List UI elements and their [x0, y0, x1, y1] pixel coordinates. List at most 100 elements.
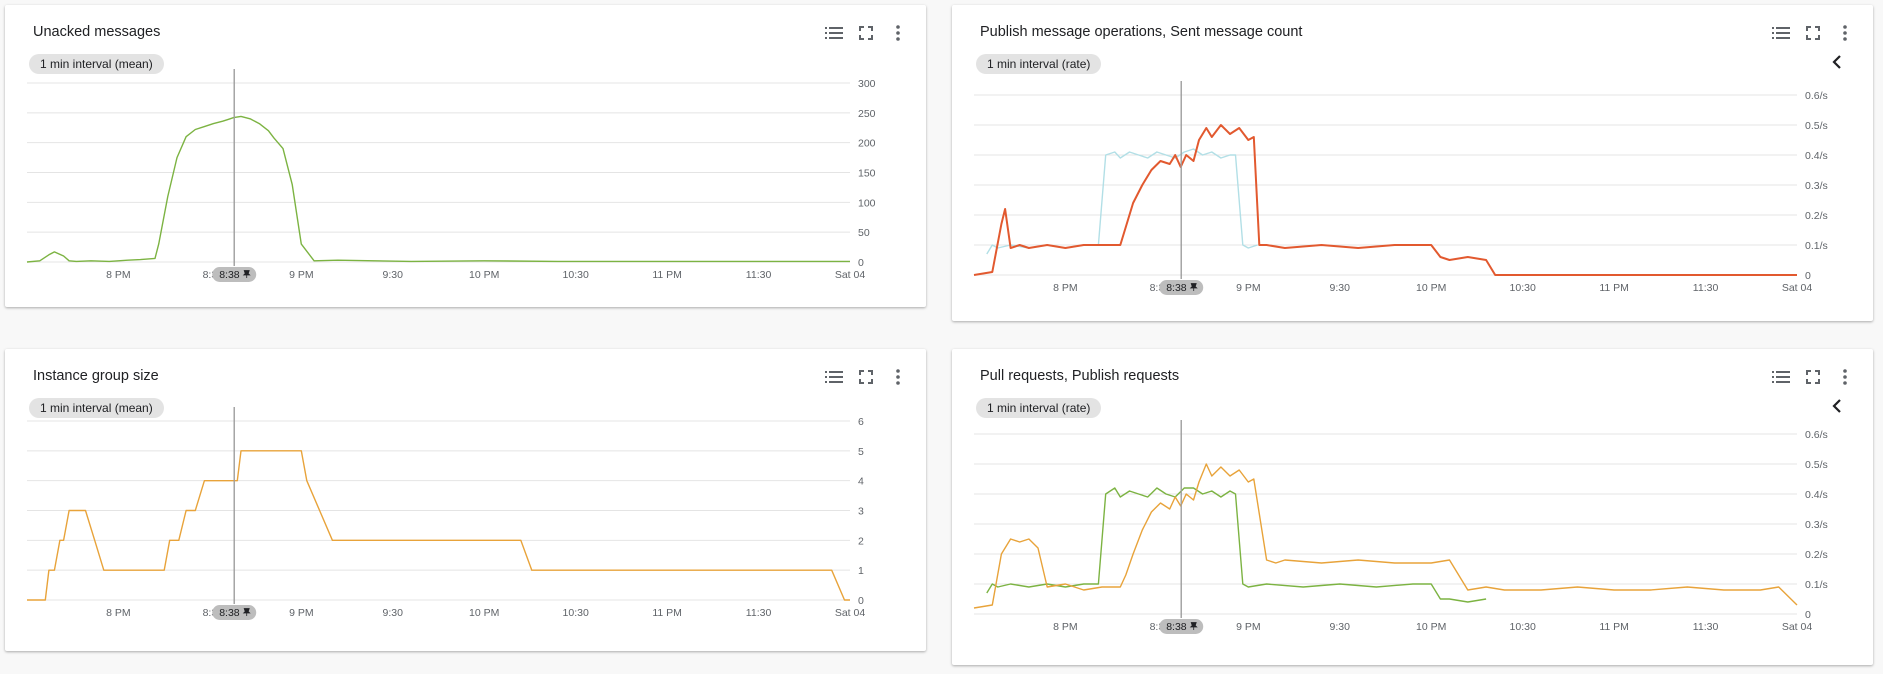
- y-tick-label: 1: [858, 565, 864, 577]
- x-tick-label: 10:30: [1510, 282, 1536, 294]
- x-tick-label: 11:30: [1693, 621, 1719, 633]
- chevron-left-icon[interactable]: [1827, 52, 1847, 72]
- interval-chip[interactable]: 1 min interval (rate): [976, 398, 1102, 418]
- chart-card-unacked-messages: Unacked messages 1 min interval (mean) 0…: [5, 5, 926, 307]
- x-tick-label: 10:30: [563, 607, 589, 619]
- x-tick-label: 8 PM: [106, 607, 131, 619]
- y-tick-label: 0.3/s: [1805, 519, 1828, 531]
- x-tick-label: 9:30: [1330, 621, 1351, 633]
- cursor-time-label: 8:38: [1166, 282, 1187, 294]
- fullscreen-icon[interactable]: [854, 365, 878, 389]
- y-tick-label: 250: [858, 108, 876, 120]
- y-tick-label: 4: [858, 476, 864, 488]
- cursor-pin-label[interactable]: 8:38: [212, 605, 257, 620]
- cursor-pin-label[interactable]: 8:38: [212, 267, 257, 282]
- pin-icon: [1189, 283, 1198, 291]
- chart-card-pull-publish-requests: Pull requests, Publish requests 1 min in…: [952, 349, 1873, 665]
- y-tick-label: 0.6/s: [1805, 429, 1828, 441]
- interval-chip[interactable]: 1 min interval (mean): [29, 54, 164, 74]
- y-tick-label: 0.5/s: [1805, 459, 1828, 471]
- pin-icon: [242, 270, 251, 278]
- card-title: Unacked messages: [33, 24, 161, 40]
- legend-list-icon[interactable]: [1769, 21, 1793, 45]
- y-tick-label: 0.2/s: [1805, 549, 1828, 561]
- x-tick-label: 10 PM: [1416, 621, 1446, 633]
- cursor-time-label: 8:38: [1166, 621, 1187, 633]
- y-tick-label: 0.1/s: [1805, 240, 1828, 252]
- cursor-time-label: 8:38: [219, 607, 240, 619]
- x-tick-label: 11:30: [746, 607, 772, 619]
- x-tick-label: 9:30: [383, 607, 404, 619]
- legend-list-icon[interactable]: [822, 21, 846, 45]
- x-tick-label: 10:30: [1510, 621, 1536, 633]
- x-tick-label: 11 PM: [652, 607, 682, 619]
- x-tick-label: 9 PM: [289, 607, 314, 619]
- x-tick-label: 11 PM: [1599, 282, 1629, 294]
- y-tick-label: 5: [858, 446, 864, 458]
- x-tick-label: 8 PM: [106, 269, 131, 281]
- y-tick-label: 0.4/s: [1805, 489, 1828, 501]
- x-tick-label: Sat 04: [835, 269, 866, 281]
- y-tick-label: 50: [858, 227, 870, 239]
- y-tick-label: 0.5/s: [1805, 120, 1828, 132]
- card-toolbar: [1769, 21, 1857, 45]
- card-title: Publish message operations, Sent message…: [980, 24, 1303, 40]
- chart-card-publish-operations: Publish message operations, Sent message…: [952, 5, 1873, 321]
- chevron-left-icon[interactable]: [1827, 396, 1847, 416]
- y-tick-label: 0: [1805, 270, 1811, 282]
- y-tick-label: 0: [1805, 609, 1811, 621]
- cursor-pin-label[interactable]: 8:38: [1159, 619, 1204, 634]
- cursor-pin-label[interactable]: 8:38: [1159, 280, 1204, 295]
- fullscreen-icon[interactable]: [1801, 21, 1825, 45]
- x-tick-label: 8 PM: [1053, 621, 1078, 633]
- series-line-0: [986, 487, 1487, 603]
- y-tick-label: 0: [858, 595, 864, 607]
- legend-list-icon[interactable]: [822, 365, 846, 389]
- x-tick-label: 8 PM: [1053, 282, 1078, 294]
- y-tick-label: 0.3/s: [1805, 180, 1828, 192]
- card-title: Pull requests, Publish requests: [980, 368, 1180, 384]
- interval-chip[interactable]: 1 min interval (mean): [29, 398, 164, 418]
- y-tick-label: 0.4/s: [1805, 150, 1828, 162]
- x-tick-label: 11:30: [1693, 282, 1719, 294]
- cursor-time-label: 8:38: [219, 269, 240, 281]
- x-tick-label: 11:30: [746, 269, 772, 281]
- x-tick-label: 10:30: [563, 269, 589, 281]
- y-tick-label: 6: [858, 416, 864, 428]
- publish-operations-chart[interactable]: 00.1/s0.2/s0.3/s0.4/s0.5/s0.6/s8 PM 8:3 9 …: [952, 5, 1873, 321]
- interval-chip[interactable]: 1 min interval (rate): [976, 54, 1102, 74]
- x-tick-label: 9 PM: [1236, 621, 1261, 633]
- card-toolbar: [822, 21, 910, 45]
- series-line-0: [27, 450, 850, 601]
- pull-publish-requests-chart[interactable]: 00.1/s0.2/s0.3/s0.4/s0.5/s0.6/s8 PM 8:3 9 …: [952, 349, 1873, 665]
- more-vert-icon[interactable]: [1833, 365, 1857, 389]
- more-vert-icon[interactable]: [886, 365, 910, 389]
- more-vert-icon[interactable]: [886, 21, 910, 45]
- fullscreen-icon[interactable]: [854, 21, 878, 45]
- y-tick-label: 300: [858, 78, 876, 90]
- x-tick-label: 9 PM: [289, 269, 314, 281]
- x-tick-label: 10 PM: [1416, 282, 1446, 294]
- pin-icon: [1189, 622, 1198, 630]
- y-tick-label: 0.6/s: [1805, 90, 1828, 102]
- x-tick-label: 10 PM: [469, 269, 499, 281]
- card-toolbar: [1769, 365, 1857, 389]
- x-tick-label: 9:30: [383, 269, 404, 281]
- fullscreen-icon[interactable]: [1801, 365, 1825, 389]
- x-tick-label: 9:30: [1330, 282, 1351, 294]
- card-toolbar: [822, 365, 910, 389]
- x-tick-label: 11 PM: [652, 269, 682, 281]
- more-vert-icon[interactable]: [1833, 21, 1857, 45]
- y-tick-label: 200: [858, 138, 876, 150]
- card-title: Instance group size: [33, 368, 159, 384]
- y-tick-label: 0.2/s: [1805, 210, 1828, 222]
- legend-list-icon[interactable]: [1769, 365, 1793, 389]
- series-line-1: [973, 124, 1797, 276]
- y-tick-label: 150: [858, 168, 876, 180]
- x-tick-label: Sat 04: [1782, 621, 1813, 633]
- x-tick-label: Sat 04: [1782, 282, 1813, 294]
- series-line-0: [26, 115, 850, 263]
- chart-card-instance-group-size: Instance group size 1 min interval (mean…: [5, 349, 926, 651]
